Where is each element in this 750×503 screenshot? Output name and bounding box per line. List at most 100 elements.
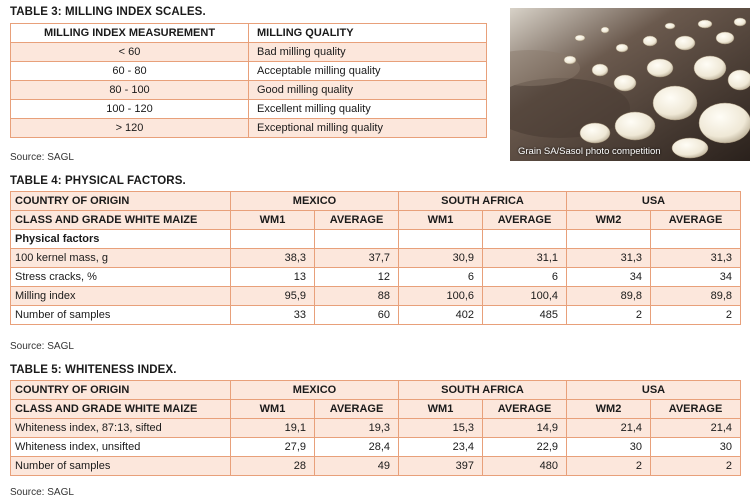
grade-header: WM1 [230,399,315,419]
value-cell: 38,3 [230,248,315,268]
table-row: Number of samples 28 49 397 480 2 2 [10,456,742,476]
section-row: Physical factors [10,229,742,249]
milling-index-range: > 120 [10,118,249,138]
empty-cell [481,229,568,249]
milling-index-table: MILLING INDEX MEASUREMENT MILLING QUALIT… [10,23,487,138]
value-cell: 21,4 [650,418,742,438]
milling-quality: Excellent milling quality [248,99,487,119]
grade-header: WM1 [398,399,483,419]
value-cell: 2 [566,305,652,325]
milling-quality: Bad milling quality [248,42,487,62]
empty-cell [230,229,315,249]
class-grade-label: CLASS AND GRADE WHITE MAIZE [10,399,231,419]
country-header: MEXICO [230,191,399,211]
value-cell: 402 [398,305,483,325]
table-row: Stress cracks, % 13 12 6 6 34 34 [10,267,742,287]
grade-header: AVERAGE [314,210,399,230]
table5-title: TABLE 5: WHITENESS INDEX. [10,364,177,376]
value-cell: 14,9 [481,418,568,438]
value-cell: 30,9 [398,248,483,268]
value-cell: 21,4 [566,418,652,438]
value-cell: 13 [230,267,315,287]
value-cell: 88 [314,286,399,306]
country-header: SOUTH AFRICA [397,191,568,211]
maize-kernels-photo: Grain SA/Sasol photo competition [510,8,750,161]
value-cell: 95,9 [230,286,315,306]
grade-header: AVERAGE [650,399,742,419]
value-cell: 485 [481,305,568,325]
value-cell: 31,3 [566,248,652,268]
value-cell: 34 [566,267,652,287]
table-row: 100 kernel mass, g 38,3 37,7 30,9 31,1 31,3 31… [10,248,742,268]
value-cell: 27,9 [230,437,315,457]
value-cell: 30 [650,437,742,457]
value-cell: 6 [481,267,568,287]
grade-header: AVERAGE [314,399,399,419]
table3-source: Source: SAGL [10,152,74,163]
value-cell: 31,3 [650,248,742,268]
value-cell: 15,3 [398,418,483,438]
table4-source: Source: SAGL [10,341,74,352]
table3-title: TABLE 3: MILLING INDEX SCALES. [10,6,206,18]
class-grade-label: CLASS AND GRADE WHITE MAIZE [10,210,231,230]
milling-index-range: 60 - 80 [10,61,249,81]
table-row: Milling index 95,9 88 100,6 100,4 89,8 89,8 [10,286,742,306]
country-header-row: COUNTRY OF ORIGIN MEXICO SOUTH AFRICA US… [10,191,742,211]
value-cell: 30 [566,437,652,457]
value-cell: 397 [398,456,483,476]
grade-header-row: CLASS AND GRADE WHITE MAIZE WM1 AVERAGE … [10,210,742,230]
row-label: 100 kernel mass, g [10,248,231,268]
milling-index-range: 80 - 100 [10,80,249,100]
table-row: Whiteness index, 87:13, sifted 19,1 19,3 15… [10,418,742,438]
column-header: MILLING INDEX MEASUREMENT [10,23,249,43]
grade-header: WM2 [566,210,652,230]
milling-quality: Exceptional milling quality [248,118,487,138]
grade-header: WM2 [566,399,652,419]
country-of-origin-label: COUNTRY OF ORIGIN [10,380,231,400]
value-cell: 22,9 [481,437,568,457]
empty-cell [650,229,742,249]
table-row: 60 - 80 Acceptable milling quality [10,61,487,81]
empty-cell [314,229,399,249]
value-cell: 33 [230,305,315,325]
milling-quality: Acceptable milling quality [248,61,487,81]
table-row: 100 - 120 Excellent milling quality [10,99,487,119]
value-cell: 49 [314,456,399,476]
column-header: MILLING QUALITY [248,23,487,43]
value-cell: 31,1 [481,248,568,268]
whiteness-index-table: COUNTRY OF ORIGIN MEXICO SOUTH AFRICA US… [10,380,742,476]
country-header: SOUTH AFRICA [397,380,568,400]
country-header: USA [566,191,742,211]
table4-title: TABLE 4: PHYSICAL FACTORS. [10,175,186,187]
value-cell: 12 [314,267,399,287]
grade-header-row: CLASS AND GRADE WHITE MAIZE WM1 AVERAGE … [10,399,742,419]
value-cell: 28 [230,456,315,476]
value-cell: 100,4 [481,286,568,306]
row-label: Number of samples [10,305,231,325]
value-cell: 2 [650,305,742,325]
value-cell: 89,8 [650,286,742,306]
milling-quality: Good milling quality [248,80,487,100]
value-cell: 60 [314,305,399,325]
empty-cell [566,229,652,249]
maize-kernels-image [510,8,750,161]
row-label: Milling index [10,286,231,306]
value-cell: 480 [481,456,568,476]
table-row: < 60 Bad milling quality [10,42,487,62]
value-cell: 89,8 [566,286,652,306]
row-label: Whiteness index, unsifted [10,437,231,457]
grade-header: WM1 [398,210,483,230]
table-row: Whiteness index, unsifted 27,9 28,4 23,4 22,… [10,437,742,457]
milling-index-range: < 60 [10,42,249,62]
country-of-origin-label: COUNTRY OF ORIGIN [10,191,231,211]
value-cell: 28,4 [314,437,399,457]
value-cell: 19,1 [230,418,315,438]
value-cell: 6 [398,267,483,287]
empty-cell [398,229,483,249]
grade-header: AVERAGE [481,210,568,230]
table-row: > 120 Exceptional milling quality [10,118,487,138]
country-header: USA [566,380,742,400]
section-label: Physical factors [10,229,231,249]
table-row: 80 - 100 Good milling quality [10,80,487,100]
country-header: MEXICO [230,380,399,400]
